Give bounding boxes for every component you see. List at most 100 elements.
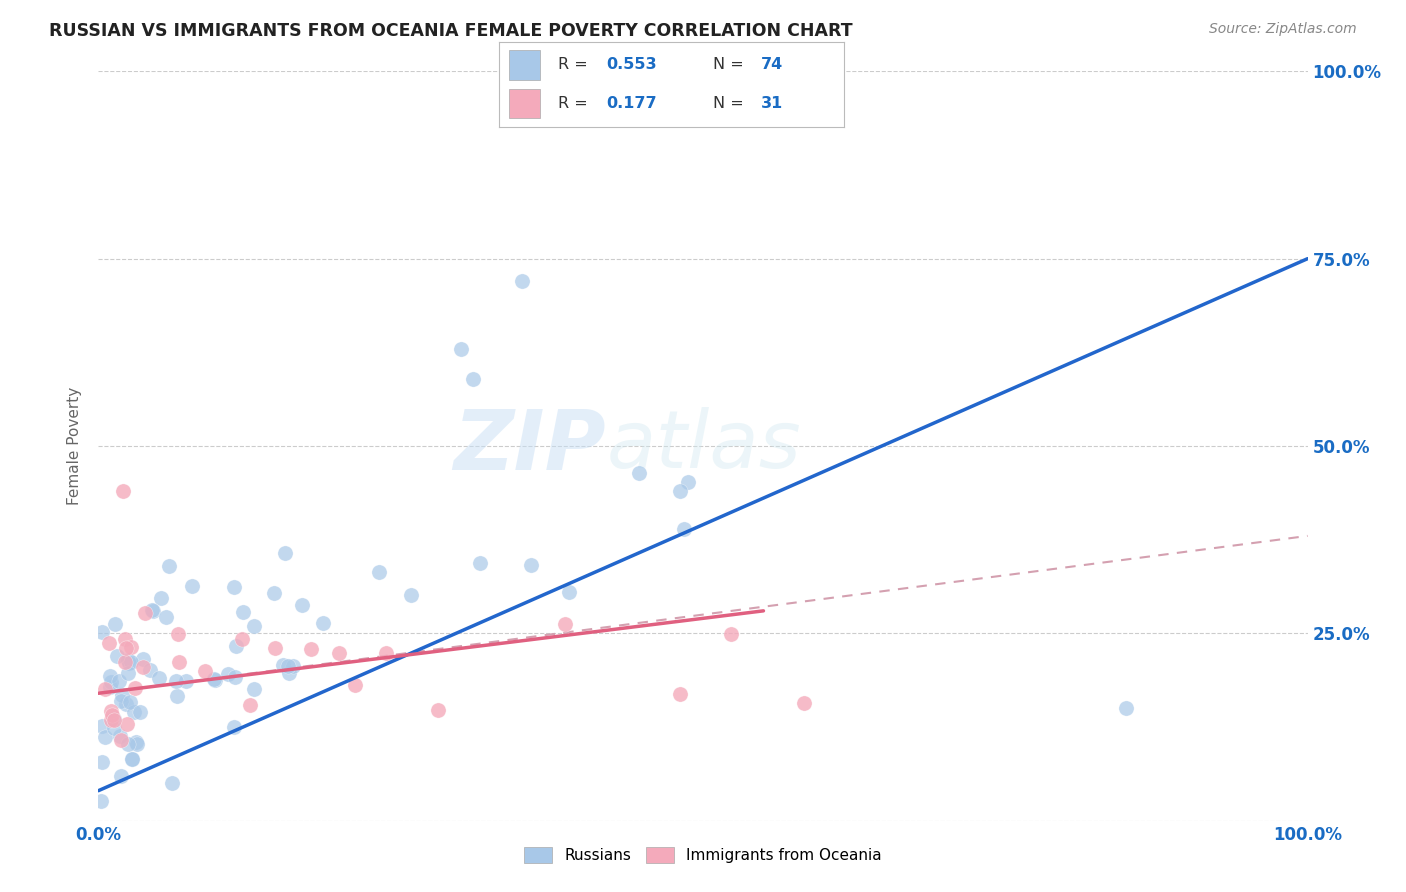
Point — [90, 624, 112, 639]
Point — [115, 640, 138, 655]
Text: atlas: atlas — [606, 407, 801, 485]
Point — [117, 653, 139, 667]
Point — [101, 708, 124, 723]
Text: 0.553: 0.553 — [606, 57, 657, 72]
Text: 0.177: 0.177 — [606, 96, 657, 112]
Point — [110, 694, 132, 708]
Point — [122, 705, 145, 719]
Point — [239, 698, 262, 712]
Point — [231, 632, 253, 646]
Point — [98, 636, 121, 650]
Point — [104, 616, 127, 631]
Point — [94, 730, 117, 744]
Point — [204, 672, 226, 686]
Point — [312, 616, 335, 631]
Point — [328, 647, 350, 661]
Point — [669, 687, 692, 701]
Point — [114, 655, 136, 669]
Point — [110, 688, 132, 702]
Point — [277, 659, 299, 673]
Point — [263, 640, 285, 655]
Point — [142, 604, 165, 618]
Point — [100, 713, 122, 727]
Point — [668, 484, 690, 499]
Point — [165, 673, 187, 688]
Point — [117, 737, 139, 751]
Point — [224, 670, 246, 684]
Point — [103, 712, 125, 726]
Text: N =: N = — [713, 96, 748, 112]
Point — [134, 606, 156, 620]
Point — [167, 655, 190, 669]
Point — [793, 696, 815, 710]
Point — [274, 546, 297, 560]
Point — [519, 558, 541, 572]
Point — [160, 776, 183, 790]
Point — [111, 483, 134, 498]
Point — [94, 681, 117, 696]
Point — [283, 658, 305, 673]
Point — [125, 737, 148, 751]
Text: ZIP: ZIP — [454, 406, 606, 486]
Point — [399, 588, 422, 602]
Point — [510, 274, 533, 288]
Point — [676, 475, 699, 489]
Point — [1115, 701, 1137, 715]
Point — [263, 586, 285, 600]
Point — [98, 668, 121, 682]
Point — [554, 616, 576, 631]
Point — [103, 721, 125, 735]
Point — [120, 640, 142, 654]
Point — [673, 522, 696, 536]
Text: R =: R = — [558, 57, 592, 72]
Point — [242, 618, 264, 632]
Point — [125, 735, 148, 749]
Point — [463, 371, 485, 385]
Point — [103, 713, 125, 727]
Point — [271, 658, 294, 673]
Point — [91, 719, 114, 733]
Point — [120, 655, 142, 669]
Point — [110, 733, 132, 747]
Y-axis label: Female Poverty: Female Poverty — [67, 387, 83, 505]
Point — [117, 665, 139, 680]
Point — [426, 703, 449, 717]
Point — [194, 664, 217, 678]
Text: 31: 31 — [761, 96, 783, 112]
Point — [204, 673, 226, 687]
Point — [124, 681, 146, 695]
Point — [91, 755, 114, 769]
Point — [291, 599, 314, 613]
Point — [225, 639, 247, 653]
Point — [115, 697, 138, 711]
Point — [128, 705, 150, 719]
Text: Source: ZipAtlas.com: Source: ZipAtlas.com — [1209, 22, 1357, 37]
Point — [375, 646, 398, 660]
Point — [114, 632, 136, 646]
Point — [115, 716, 138, 731]
Point — [180, 579, 202, 593]
Point — [278, 666, 301, 681]
Text: N =: N = — [713, 57, 748, 72]
Point — [110, 769, 132, 783]
Point — [222, 580, 245, 594]
FancyBboxPatch shape — [509, 88, 540, 119]
Point — [149, 591, 172, 605]
Point — [121, 752, 143, 766]
Point — [132, 652, 155, 666]
Point — [105, 649, 128, 664]
Text: RUSSIAN VS IMMIGRANTS FROM OCEANIA FEMALE POVERTY CORRELATION CHART: RUSSIAN VS IMMIGRANTS FROM OCEANIA FEMAL… — [49, 22, 853, 40]
Point — [110, 729, 132, 743]
FancyBboxPatch shape — [509, 51, 540, 80]
Point — [139, 663, 162, 677]
Point — [148, 671, 170, 685]
Point — [141, 603, 163, 617]
Point — [108, 674, 131, 689]
Text: R =: R = — [558, 96, 592, 112]
Legend: Russians, Immigrants from Oceania: Russians, Immigrants from Oceania — [519, 841, 887, 869]
Point — [166, 627, 188, 641]
Point — [132, 660, 155, 674]
Point — [224, 720, 246, 734]
Point — [166, 690, 188, 704]
Point — [232, 605, 254, 619]
